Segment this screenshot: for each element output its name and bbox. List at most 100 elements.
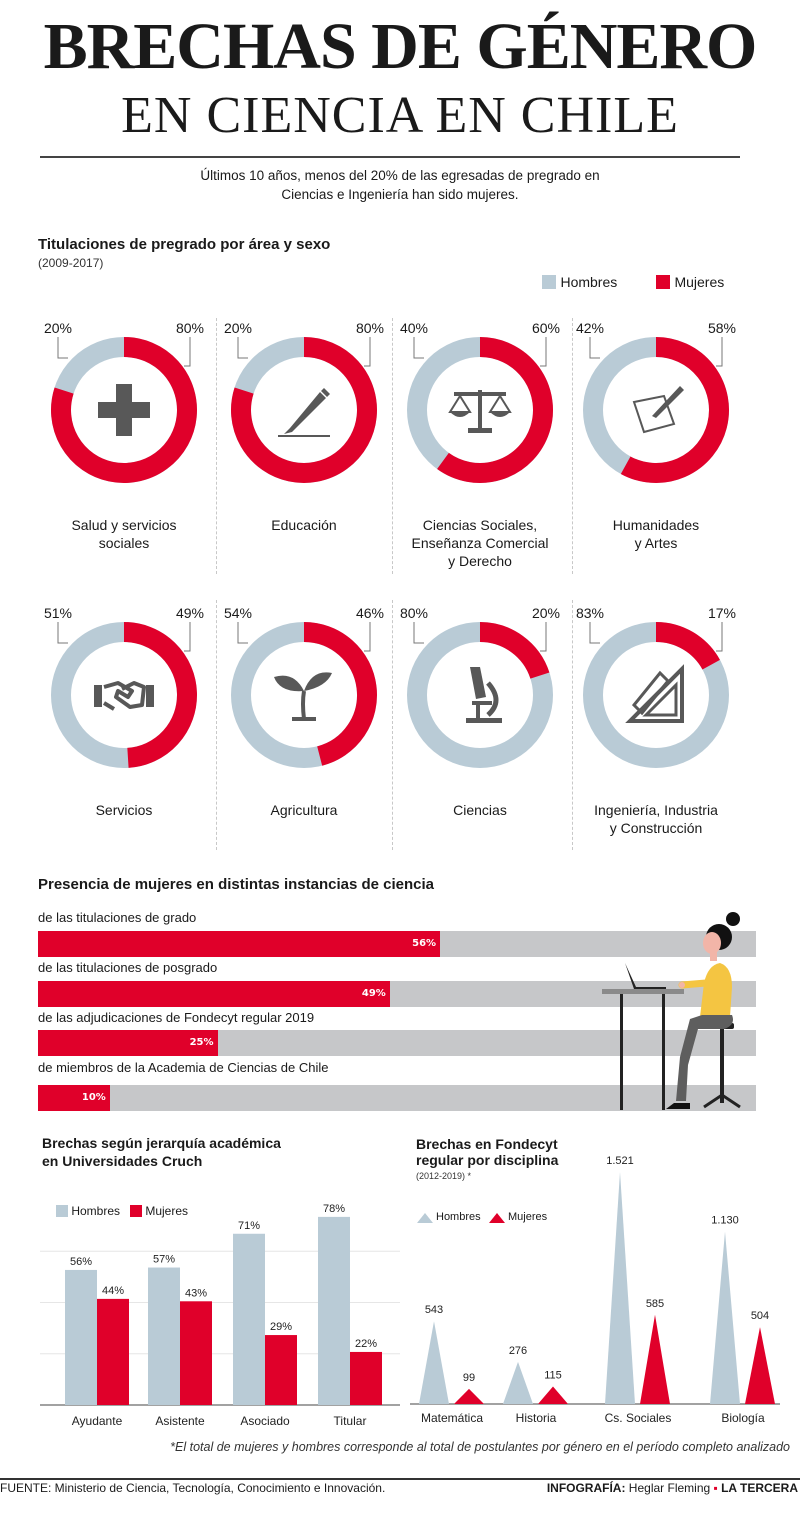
column-separator [216,600,217,850]
donut-category-line: Ciencias Sociales, [422,517,538,533]
donut-category-line: y Construcción [609,820,703,836]
triangle-mujeres [454,1388,484,1404]
page-subtitle: Últimos 10 años, menos del 20% de las eg… [150,166,650,204]
fondecyt-title-line: Brechas en Fondecyt [416,1136,558,1152]
triangle-hombres [605,1172,635,1404]
bar-value-label: 22% [355,1338,377,1350]
column-separator [216,318,217,574]
source-credit: FUENTE: Ministerio de Ciencia, Tecnologí… [0,1481,386,1495]
academic-legend-hombres-label: Hombres [71,1204,121,1218]
academic-bar-chart: 56% 44% Ayudante 57% 43% Asistente 71% 29% Asoci… [40,1203,400,1428]
bar-fill-mujeres [38,931,441,957]
donut-category-label: Educación [214,516,394,534]
callout-line-hombres [57,337,68,359]
academic-category-label: Titular [334,1414,367,1428]
academic-legend-mujeres: Mujeres [130,1204,188,1218]
triangle-mujeres [745,1327,775,1404]
triangle-value-label: 1.130 [711,1215,739,1227]
legend-hombres-label: Hombres [560,274,618,290]
donut-pct-hombres: 20% [223,320,253,336]
donut-pct-hombres: 80% [399,605,429,621]
callout-line-hombres [589,622,600,644]
triangle-mujeres [538,1386,568,1404]
credit-name: Heglar Fleming [625,1481,714,1495]
donut-pct-mujeres: 17% [707,605,737,621]
triangle-value-label: 585 [646,1298,664,1310]
title-divider [40,156,740,158]
fondecyt-chart-title: Brechas en Fondecyt regular por discipli… [416,1136,558,1168]
donut-category-label: Servicios [34,801,214,819]
legend-mujeres-label: Mujeres [674,274,725,290]
callout-line-mujeres [540,622,547,652]
donut-category-line: Ingeniería, Industria [594,802,718,818]
donut-pct-mujeres: 49% [175,605,205,621]
triangle-value-label: 99 [463,1372,475,1384]
callout-line-mujeres [184,337,191,367]
footnote: *El total de mujeres y hombres correspon… [170,1440,790,1454]
fondecyt-legend-mujeres-swatch [489,1213,505,1223]
page-title: BRECHAS DE GÉNERO [43,10,758,83]
callout-line-mujeres [716,622,723,652]
donut-category-line: Educación [271,517,337,533]
fondecyt-legend-hombres-label: Hombres [436,1211,481,1223]
medical-cross-icon [98,384,150,436]
bar-value-label: 57% [153,1254,175,1266]
donut-pct-hombres: 40% [399,320,429,336]
donut-category-line: y Derecho [448,553,512,569]
scales-icon [448,390,512,433]
bar-track [38,1085,756,1111]
legend-hombres-swatch [56,1205,68,1217]
donut-chart [231,622,377,768]
bar-category-label: de las titulaciones de grado [38,910,197,925]
triangle-hombres [419,1321,449,1404]
bars-section-title: Presencia de mujeres en distintas instan… [38,876,435,893]
donut-arc-mujeres [303,622,377,766]
fondecyt-category-label: Historia [516,1411,557,1425]
triangle-value-label: 1.521 [606,1155,634,1167]
woman-at-desk-illustration [602,912,741,1110]
bar-hombres [65,1269,97,1405]
fondecyt-title-line: regular por disciplina [416,1152,559,1168]
donut-arc-mujeres [620,337,729,483]
bar-category-label: de miembros de la Academia de Ciencias d… [38,1060,329,1075]
legend-hombres-swatch [542,275,556,289]
donut-charts [51,337,729,768]
bar-fill-mujeres [38,981,390,1007]
academic-title-line: Brechas según jerarquía académica [42,1135,281,1151]
fondecyt-category-label: Matemática [421,1411,483,1425]
horizontal-bar-chart: de las titulaciones de grado 56% de las ti… [0,0,800,1111]
donut-pct-mujeres: 80% [175,320,205,336]
triangle-value-label: 504 [751,1310,769,1322]
bar-hombres [148,1267,180,1405]
fondecyt-category-label: Cs. Sociales [605,1411,672,1425]
bar-value-label: 44% [102,1285,124,1297]
academic-category-label: Asociado [240,1414,290,1428]
bar-value-label: 71% [238,1220,260,1232]
column-separator [572,600,573,850]
subtitle-line: Últimos 10 años, menos del 20% de las eg… [200,168,600,183]
callout-line-mujeres [716,337,723,367]
set-square-icon [625,664,684,723]
bar-mujeres [180,1301,212,1405]
academic-chart-title: Brechas según jerarquía académica en Uni… [42,1134,281,1170]
academic-legend-mujeres-label: Mujeres [145,1204,189,1218]
donut-arc-mujeres [231,337,377,483]
fondecyt-subtitle: (2012-2019) * [416,1171,472,1181]
donut-chart [51,337,197,483]
callout-line-mujeres [184,622,191,652]
callout-line-hombres [589,337,600,359]
credit-prefix: INFOGRAFÍA: [546,1481,626,1495]
bar-fill-mujeres [38,1085,110,1111]
bar-hombres [318,1216,350,1405]
donut-pct-mujeres: 80% [355,320,385,336]
triangle-value-label: 115 [544,1369,562,1381]
donut-category-label: Humanidades y Artes [566,516,746,552]
column-separator [392,600,393,850]
bar-mujeres [265,1335,297,1405]
donut-category-label: Ingeniería, Industria y Construcción [566,801,746,837]
bar-value-label: 78% [323,1203,345,1215]
column-separator [572,318,573,574]
triangle-hombres [503,1361,533,1404]
donut-category-line: y Artes [634,535,678,551]
bar-fill-mujeres [38,1030,218,1056]
